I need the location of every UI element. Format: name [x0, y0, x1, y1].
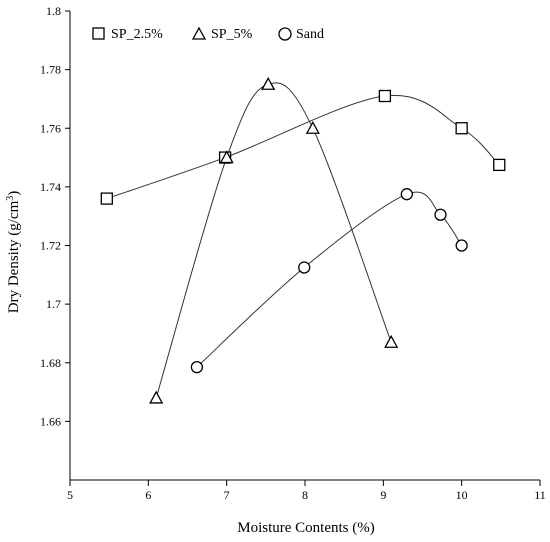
legend: SP_2.5% SP_5% Sand: [92, 26, 324, 42]
legend-label-sp-2-5: SP_2.5%: [111, 27, 163, 42]
series-curves: [106, 82, 500, 399]
y-tick-label: 1.7: [46, 297, 61, 311]
data-point-square: [455, 122, 468, 135]
y-tick-label: 1.66: [40, 414, 61, 428]
y-tick-label: 1.78: [40, 63, 61, 77]
x-tick-label: 10: [456, 488, 468, 502]
data-point-triangle: [261, 76, 276, 90]
x-tick-label: 6: [145, 488, 151, 502]
x-tick-label: 9: [380, 488, 386, 502]
y-tick-label: 1.8: [46, 4, 61, 18]
y-axis-ticks: 1.66 1.68 1.7 1.72 1.74 1.76 1.78 1.8: [40, 4, 70, 428]
data-point-circle: [190, 360, 204, 374]
x-axis-ticks: 5 6 7 8 9 10 11: [67, 480, 546, 502]
data-point-circle: [298, 261, 311, 274]
legend-label-sand: Sand: [296, 27, 324, 42]
data-point-triangle: [384, 334, 399, 348]
data-point-circle: [400, 188, 413, 201]
legend-marker-triangle: [191, 26, 207, 40]
y-axis-title: Dry Density (g/cm3): [5, 191, 22, 313]
series-line-circle: [196, 191, 463, 368]
data-point-triangle: [305, 120, 320, 134]
data-point-triangle: [149, 390, 164, 404]
x-tick-label: 11: [534, 488, 546, 502]
data-point-triangle: [219, 150, 234, 164]
y-tick-label: 1.74: [40, 180, 61, 194]
data-point-square: [100, 192, 113, 205]
y-tick-label: 1.68: [40, 356, 61, 370]
legend-marker-circle: [278, 27, 292, 41]
x-axis-title: Moisture Contents (%): [237, 520, 374, 536]
series-line-square: [106, 94, 500, 200]
x-tick-label: 7: [224, 488, 230, 502]
x-tick-label: 5: [67, 488, 73, 502]
data-point-square: [493, 158, 506, 172]
data-point-square: [378, 89, 392, 103]
y-tick-label: 1.72: [40, 239, 61, 253]
y-tick-label: 1.76: [40, 121, 61, 135]
series-markers: [100, 76, 506, 404]
series-line-triangle: [155, 82, 392, 399]
data-point-circle: [434, 208, 447, 221]
axes: [69, 11, 540, 481]
data-point-circle: [455, 239, 468, 252]
legend-marker-square: [92, 27, 105, 40]
legend-label-sp-5: SP_5%: [211, 27, 253, 42]
x-tick-label: 8: [302, 488, 308, 502]
